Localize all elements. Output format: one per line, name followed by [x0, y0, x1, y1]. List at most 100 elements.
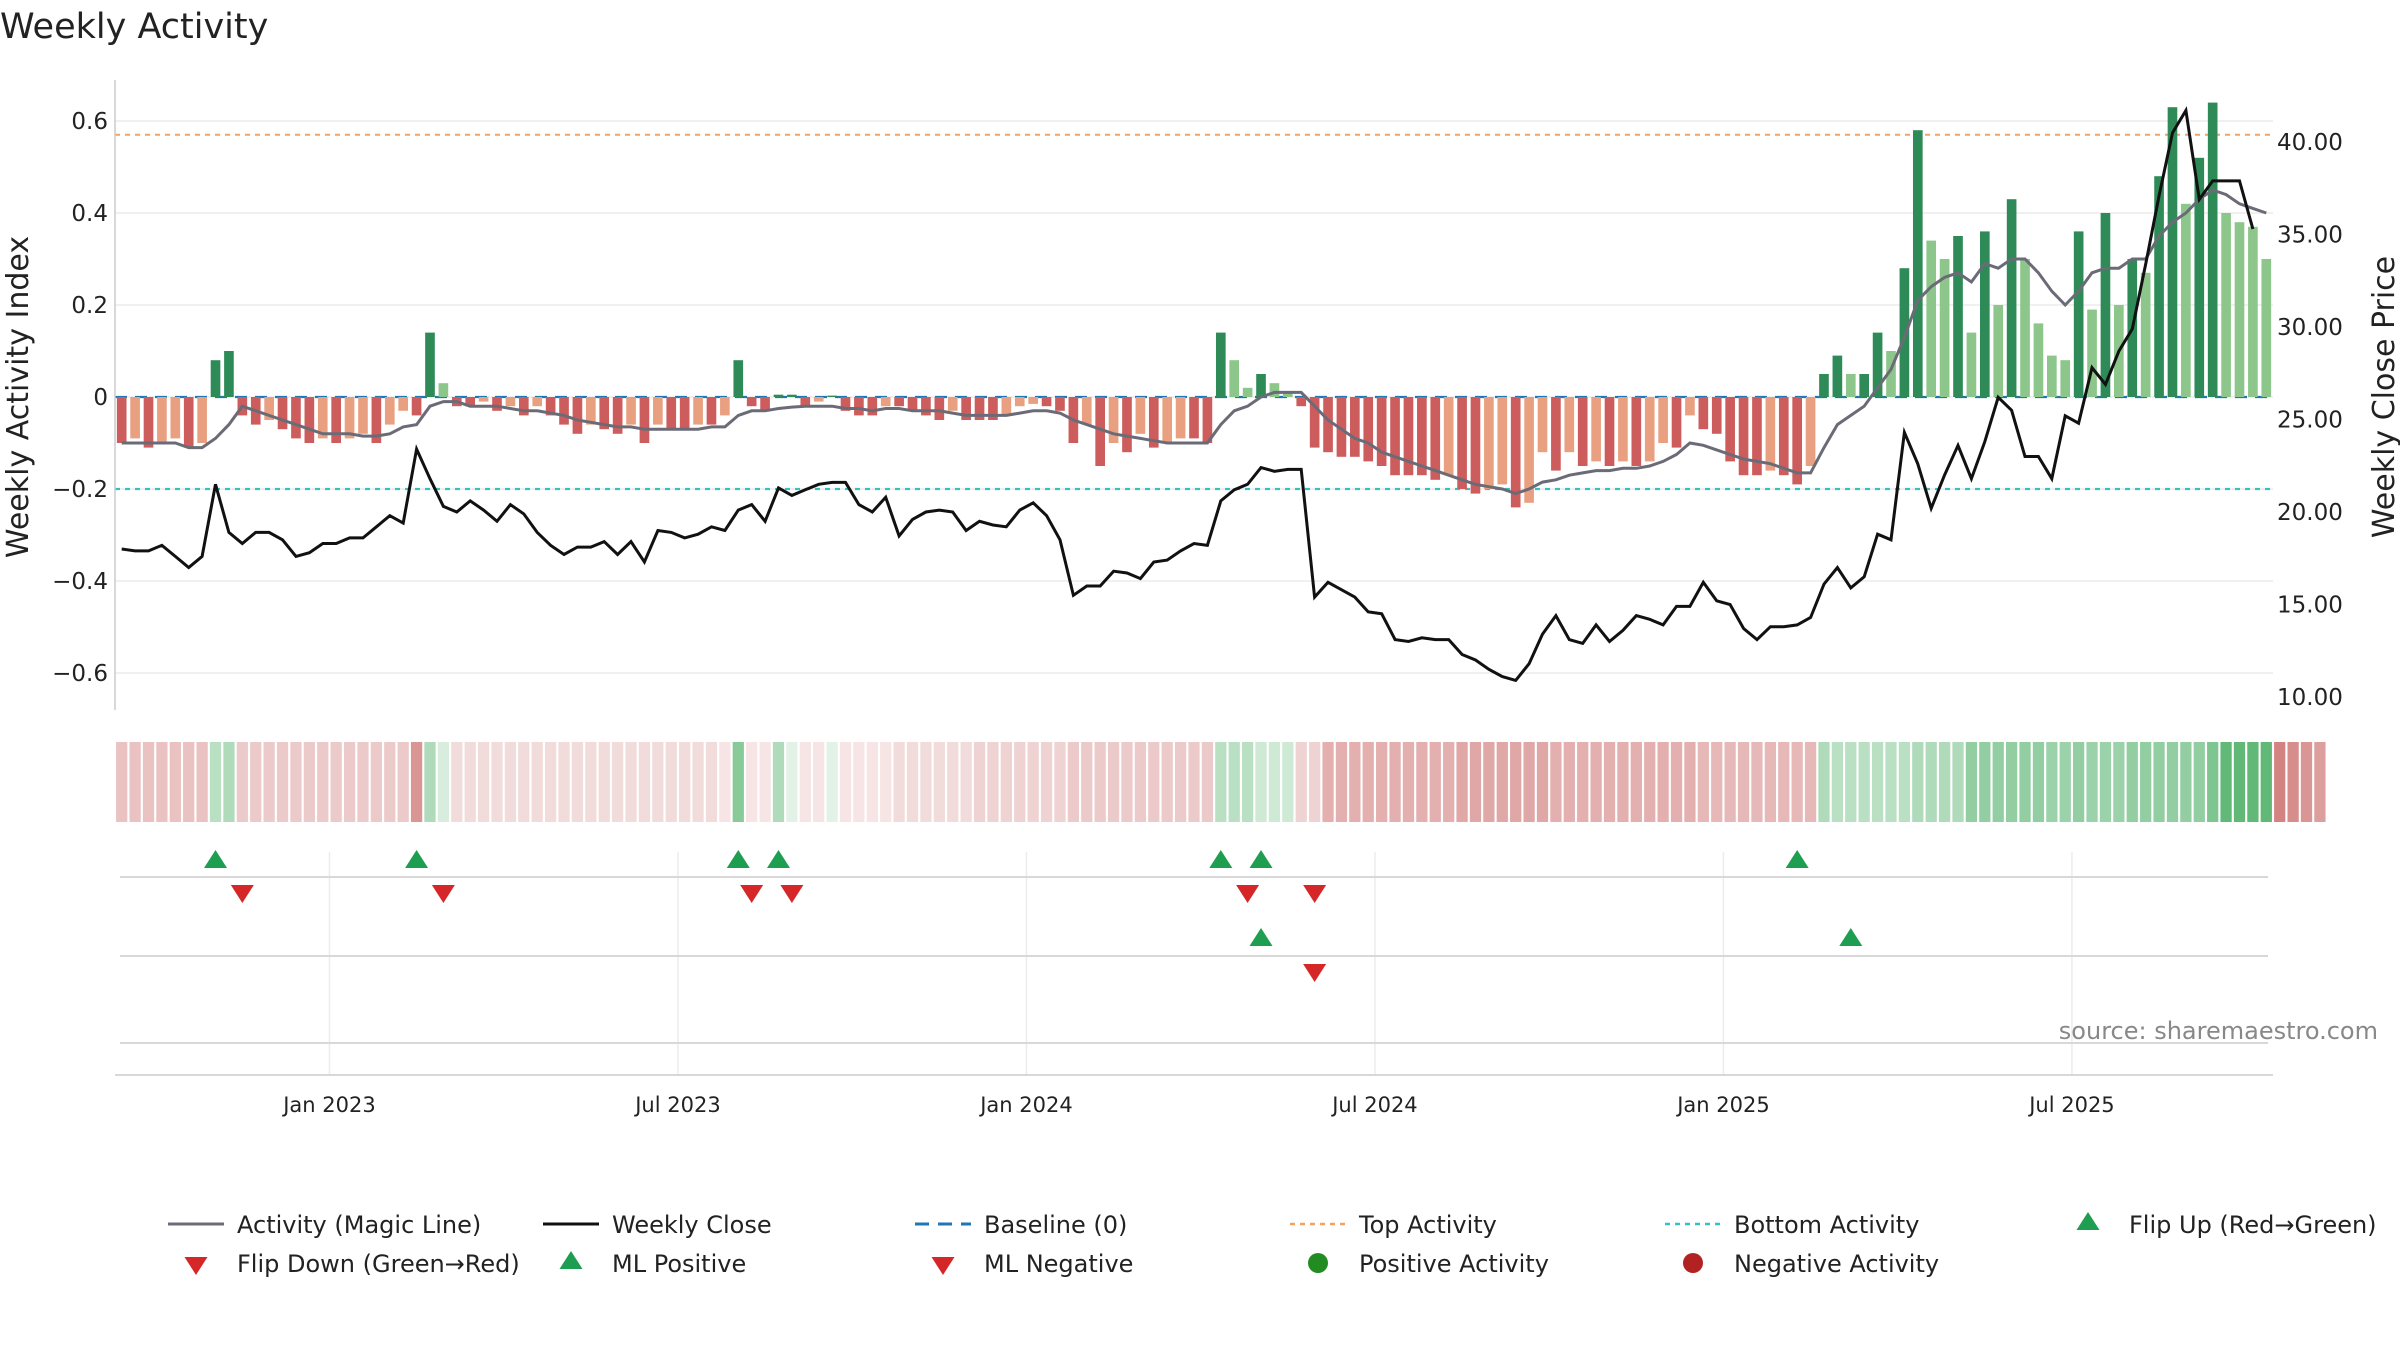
x-tick-label: Jan 2024 [978, 1093, 1073, 1117]
strip-cell [625, 742, 637, 822]
activity-bar [679, 397, 690, 430]
series-lines [121, 106, 2267, 683]
activity-bar [1564, 397, 1575, 453]
activity-bar [854, 397, 864, 416]
strip-cell [1174, 742, 1187, 822]
activity-bar [2207, 102, 2218, 397]
legend-label: Activity (Magic Line) [237, 1211, 481, 1239]
strip-cell [1268, 742, 1281, 822]
activity-bar [921, 397, 931, 416]
flip-up-marker [405, 850, 429, 868]
activity-bar [827, 395, 837, 397]
strip-cell [1804, 742, 1817, 822]
activity-bar [130, 397, 140, 439]
strip-cell [1201, 742, 1214, 822]
activity-bar [384, 397, 395, 425]
strip-cell [156, 742, 168, 822]
strip-cell [1349, 742, 1361, 822]
activity-bar [183, 397, 194, 448]
activity-bar [2167, 107, 2178, 397]
strip-cell [129, 742, 141, 822]
strip-cell [1845, 742, 1857, 822]
strip-cell [397, 742, 409, 822]
activity-bar [1872, 332, 1883, 397]
strip-cell [1550, 742, 1562, 822]
strip-cell [303, 742, 315, 822]
activity-bar [1175, 397, 1186, 439]
activity-bar [1229, 360, 1240, 397]
strip-cell [947, 742, 959, 822]
y2-tick-label: 40.00 [2277, 130, 2343, 156]
activity-bar [438, 383, 449, 397]
activity-bar [907, 397, 918, 411]
legend-item-flipdown: Flip Down (Green→Red) [184, 1250, 520, 1278]
legend-label: ML Negative [984, 1250, 1133, 1278]
strip-cell [223, 742, 235, 822]
y-tick-label: −0.2 [52, 477, 108, 503]
strip-cell [1630, 742, 1642, 822]
strip-cell [1121, 742, 1133, 822]
strip-cell [1938, 742, 1951, 822]
strip-cell [531, 742, 543, 822]
strip-cell [343, 742, 356, 822]
strip-cell [719, 742, 731, 822]
legend-label: Baseline (0) [984, 1211, 1127, 1239]
strip-cell [960, 742, 972, 822]
strip-cell [1054, 742, 1066, 822]
activity-bar [1591, 397, 1601, 462]
activity-bar [1993, 305, 2004, 397]
activity-bar [291, 397, 301, 439]
activity-bar [304, 397, 315, 443]
activity-bar [867, 397, 878, 416]
strip-cell [585, 742, 597, 822]
activity-bar [1296, 397, 1307, 407]
legend-label: Flip Down (Green→Red) [237, 1250, 520, 1278]
strip-cell [1429, 742, 1441, 822]
activity-bar [157, 397, 167, 443]
strip-cell [1282, 742, 1294, 822]
strip-cell [437, 742, 450, 822]
x-tick-label: Jan 2023 [281, 1093, 376, 1117]
strip-cell [826, 742, 838, 822]
activity-bar [586, 397, 596, 425]
strip-cell [1255, 742, 1267, 822]
strip-cell [933, 742, 945, 822]
activity-bar [2006, 199, 2017, 397]
activity-bar [612, 397, 623, 434]
activity-bar [2100, 213, 2111, 397]
activity-bar [1979, 231, 1990, 397]
strip-cell [1711, 742, 1723, 822]
legend-label: Top Activity [1358, 1211, 1497, 1239]
strip-cell [1510, 742, 1522, 822]
activity-bar [2194, 157, 2205, 397]
activity-bar [2073, 231, 2084, 397]
strip-cell [1965, 742, 1978, 822]
legend-item-mlpos: ML Positive [559, 1250, 746, 1278]
activity-bar [2060, 360, 2071, 397]
activity-bar [1738, 397, 1749, 476]
strip-cell [1563, 742, 1575, 822]
strip-cell [451, 742, 463, 822]
strip-cell [2153, 742, 2165, 822]
strip-cell [2287, 742, 2299, 822]
y2-tick-label: 25.00 [2277, 408, 2343, 434]
activity-bar [693, 397, 703, 425]
activity-bar [2181, 203, 2191, 397]
flip-up-marker [1209, 850, 1233, 868]
strip-cell [384, 742, 396, 822]
strip-cell [276, 742, 289, 822]
legend-item-close: Weekly Close [543, 1211, 772, 1239]
activity-bar [1778, 397, 1789, 476]
strip-cell [1684, 742, 1696, 822]
activity-bar [653, 397, 663, 425]
y-tick-label: −0.4 [52, 569, 108, 595]
strip-cell [2126, 742, 2138, 822]
activity-bar [1819, 374, 1829, 397]
strip-cell [1979, 742, 1991, 822]
strip-cell [1603, 742, 1616, 822]
strip-cell [1215, 742, 1227, 822]
activity-bar [331, 397, 341, 443]
activity-bar [1269, 383, 1280, 397]
strip-cell [1670, 742, 1683, 822]
activity-bar [1081, 397, 1092, 425]
